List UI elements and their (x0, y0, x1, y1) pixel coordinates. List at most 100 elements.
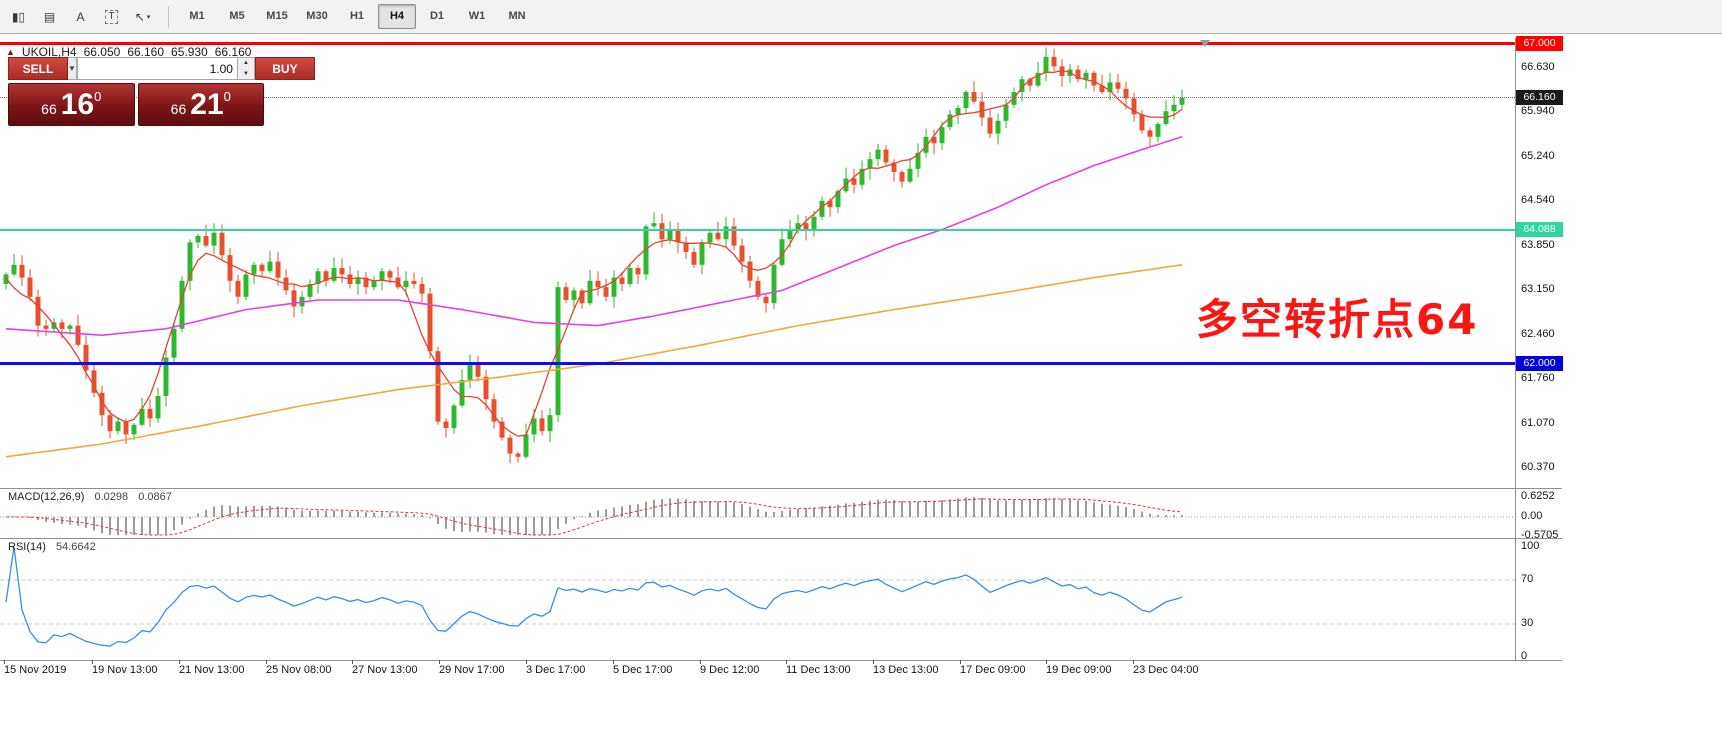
volume-increment-button[interactable]: ▲ (237, 58, 254, 69)
macd-value-main: 0.0298 (94, 491, 129, 503)
horizontal-line-64.088[interactable] (0, 229, 1515, 232)
time-axis-tick (266, 660, 267, 664)
price-axis-line[interactable] (1515, 38, 1516, 660)
timeframe-mn-button[interactable]: MN (508, 10, 526, 22)
text-box-icon: T (105, 9, 118, 24)
time-axis-tick (352, 660, 353, 664)
volume-field-wrap: ▲ ▼ (76, 57, 255, 80)
rsi-label: RSI(14) 54.6642 (8, 541, 96, 553)
symbol-period-label: UKOIL,H4 (21, 45, 77, 59)
time-axis-tick (1133, 660, 1134, 664)
text-box-icon[interactable]: T (97, 4, 126, 30)
timeframe-m5-button[interactable]: M5 (229, 10, 245, 22)
rsi-axis-label: 70 (1521, 573, 1534, 585)
macd-indicator-chart[interactable] (0, 489, 1515, 538)
horizontal-line-67[interactable] (0, 42, 1515, 45)
ohlc-low: 65.930 (171, 45, 208, 59)
time-axis-label: 5 Dec 17:00 (613, 664, 673, 676)
time-axis-label: 9 Dec 12:00 (700, 664, 760, 676)
price-axis-tick: 63.850 (1521, 238, 1555, 251)
time-axis-tick (1046, 660, 1047, 664)
price-axis-tick: 65.240 (1521, 149, 1555, 162)
price-tag-67.000: 67.000 (1516, 36, 1563, 51)
macd-name: MACD(12,26,9) (8, 491, 85, 503)
toolbar-separator (168, 5, 169, 28)
time-axis-tick (179, 660, 180, 664)
timeframe-h1-button[interactable]: H1 (349, 10, 365, 22)
bid-pipette: 0 (94, 89, 102, 104)
time-axis-tick (786, 660, 787, 664)
macd-axis-label: 0.6252 (1521, 490, 1555, 502)
macd-axis-label: 0.00 (1521, 510, 1543, 522)
price-axis-tick: 61.760 (1521, 372, 1555, 385)
time-axis-label: 25 Nov 08:00 (266, 664, 332, 676)
time-axis-label: 29 Nov 17:00 (439, 664, 505, 676)
time-axis-label: 17 Dec 09:00 (960, 664, 1026, 676)
rsi-panel-separator[interactable] (0, 538, 1562, 539)
rsi-indicator-chart[interactable] (0, 539, 1515, 660)
price-axis-tick: 60.370 (1521, 461, 1555, 474)
time-axis-label: 21 Nov 13:00 (179, 664, 245, 676)
time-axis-tick (4, 660, 5, 664)
price-axis-tick: 61.070 (1521, 416, 1555, 429)
ohlc-open: 66.050 (83, 45, 121, 59)
time-axis-separator (0, 660, 1562, 661)
volume-input[interactable] (77, 58, 237, 79)
volume-dropdown-button[interactable]: ▼ (68, 57, 77, 80)
dropdown-caret-icon: ▾ (146, 13, 151, 21)
volume-spinner: ▲ ▼ (236, 58, 254, 79)
horizontal-line-66.16[interactable] (0, 96, 1515, 98)
price-tag-64.088: 64.088 (1516, 222, 1563, 238)
chart-shift-marker-icon[interactable] (1200, 40, 1210, 47)
ask-whole: 66 (170, 101, 187, 117)
candlestick-style-icon: ▮▯ (11, 9, 26, 24)
chart-annotation-text[interactable]: 多空转折点64 (1196, 295, 1479, 344)
timeframe-h4-button[interactable]: H4 (378, 4, 416, 29)
chart-tools-group: ▮▯ ▤ A T ↖ ▾ (4, 4, 159, 30)
time-axis-tick (960, 660, 961, 664)
macd-value-signal: 0.0867 (138, 491, 172, 503)
ask-pips: 21 (190, 88, 224, 121)
rsi-axis-label: 0 (1521, 650, 1528, 662)
indicators-icon: ▤ (43, 9, 56, 24)
timeframe-m30-button[interactable]: M30 (306, 10, 328, 22)
timeframe-bar: M1 M5 M15 M30 H1 H4 D1 W1 MN (178, 4, 538, 29)
cursor-tool-icon: ↖ (134, 9, 145, 24)
price-axis-tick: 65.940 (1521, 104, 1555, 117)
price-axis-tick: 63.150 (1521, 283, 1555, 296)
rsi-axis-label: 30 (1521, 617, 1534, 629)
ohlc-high: 66.160 (127, 45, 165, 59)
text-label-icon: A (76, 9, 85, 24)
one-click-trading-panel: SELL ▼ ▲ ▼ BUY 66 16 0 66 21 0 (8, 57, 315, 126)
ask-price-box[interactable]: 66 21 0 (137, 83, 264, 126)
time-axis-tick (873, 660, 874, 664)
bid-whole: 66 (41, 101, 57, 117)
price-axis-tick: 66.630 (1521, 60, 1555, 73)
bid-pips: 16 (60, 88, 95, 121)
macd-panel-separator[interactable] (0, 488, 1562, 489)
timeframe-d1-button[interactable]: D1 (429, 10, 445, 22)
volume-decrement-button[interactable]: ▼ (237, 68, 254, 79)
ask-pipette: 0 (223, 89, 231, 104)
time-axis-label: 11 Dec 13:00 (786, 664, 851, 676)
timeframe-m1-button[interactable]: M1 (189, 10, 205, 22)
candlestick-style-icon[interactable]: ▮▯ (4, 4, 33, 30)
timeframe-m15-button[interactable]: M15 (266, 10, 288, 22)
indicators-icon[interactable]: ▤ (35, 4, 64, 30)
top-toolbar: ▮▯ ▤ A T ↖ ▾ M1 M5 M15 M30 H1 H4 D1 W1 MN (0, 0, 1722, 34)
text-label-icon[interactable]: A (66, 4, 95, 30)
sell-button[interactable]: SELL (8, 57, 68, 80)
bid-price-box[interactable]: 66 16 0 (8, 83, 135, 126)
price-tag-66.160: 66.160 (1516, 89, 1563, 105)
rsi-name: RSI(14) (8, 541, 46, 553)
time-axis-label: 13 Dec 13:00 (873, 664, 939, 676)
buy-button[interactable]: BUY (254, 57, 315, 80)
cursor-tool-icon[interactable]: ↖ ▾ (128, 4, 157, 30)
time-axis-tick (700, 660, 701, 664)
horizontal-line-62[interactable] (0, 362, 1515, 365)
time-axis-label: 15 Nov 2019 (4, 664, 67, 676)
candlestick-chart[interactable] (0, 38, 1515, 489)
time-axis-tick (613, 660, 614, 664)
timeframe-w1-button[interactable]: W1 (468, 10, 486, 22)
